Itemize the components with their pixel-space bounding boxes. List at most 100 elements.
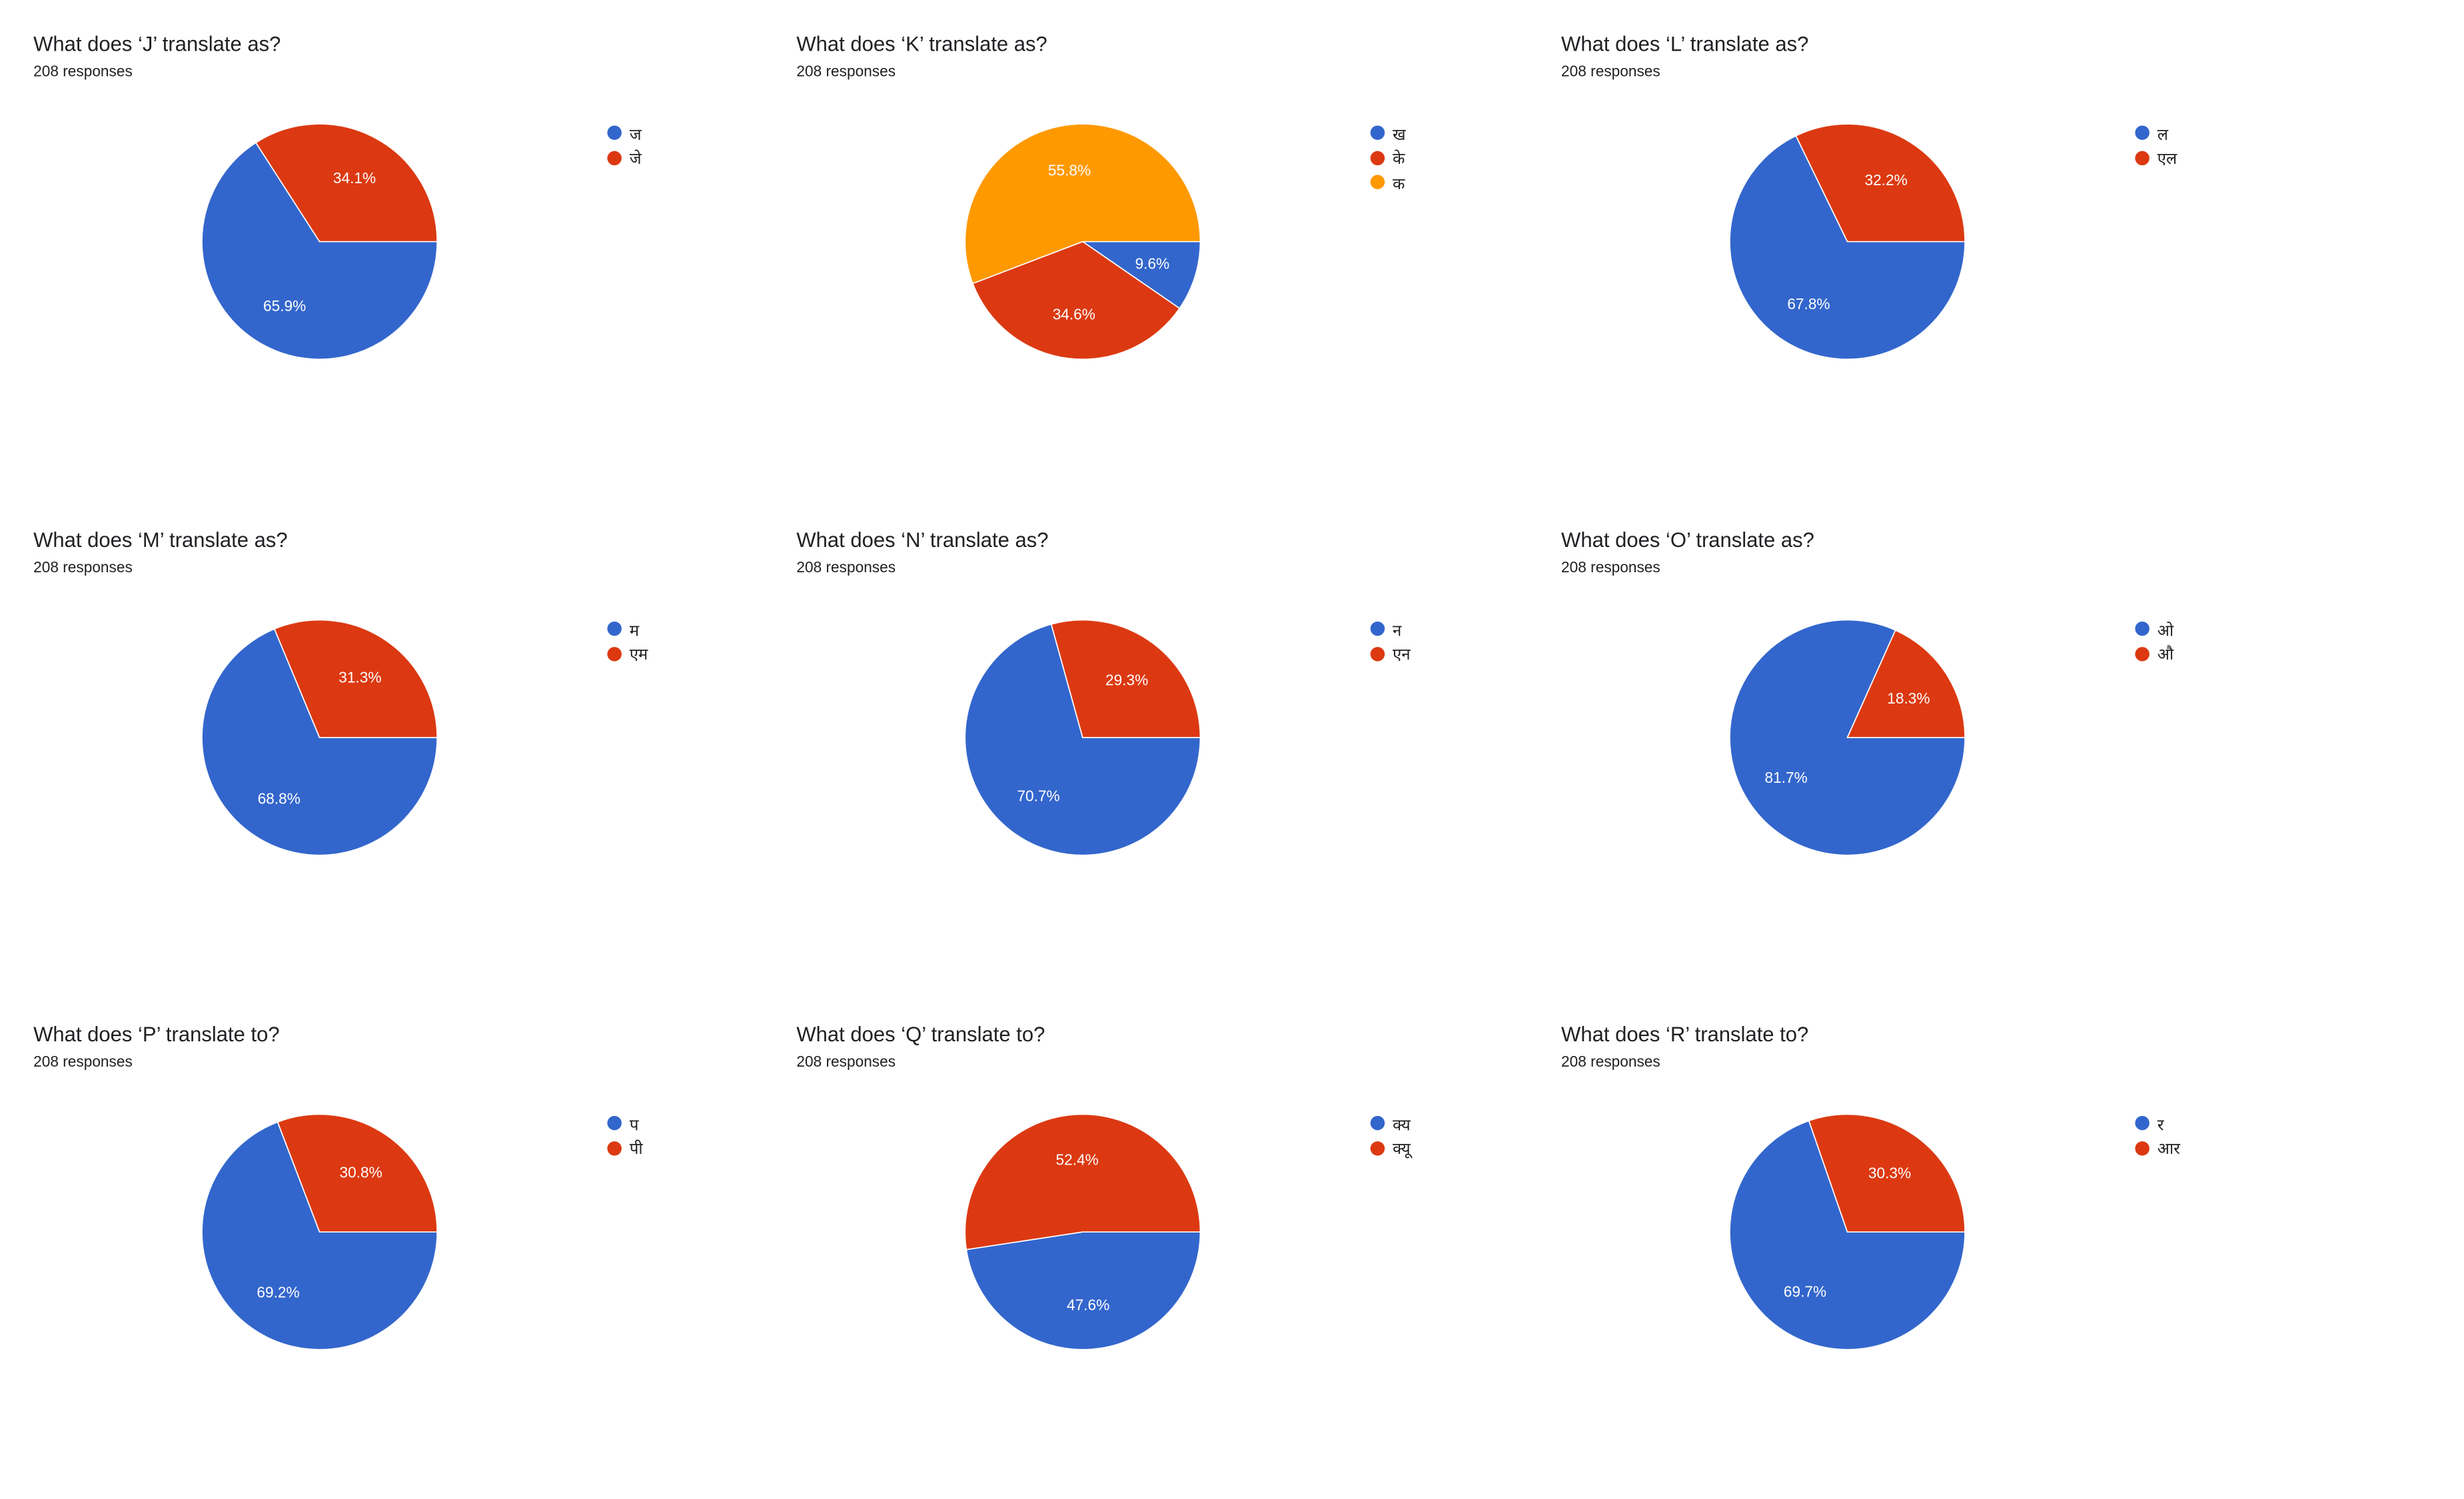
legend-item[interactable]: क्यू [1370,1136,1411,1161]
chart-title: What does ‘L’ translate as? [1561,31,1809,56]
chart-title: What does ‘N’ translate as? [796,528,1049,552]
legend-item[interactable]: न [1370,617,1411,642]
legend-item[interactable]: प [607,1111,642,1136]
pie-chart-card: What does ‘L’ translate as? 208 response… [1561,32,2308,509]
legend-item[interactable]: ल [2135,121,2177,145]
pie-slice[interactable] [273,619,438,738]
legend-item[interactable]: म [607,617,648,642]
legend-dot-icon [1370,622,1385,636]
legend-label: के [1393,151,1405,169]
slice-percent-label: 69.7% [1784,1283,1826,1300]
slice-percent-label: 31.3% [338,668,381,686]
pie-chart-card: What does ‘K’ translate as? 208 response… [796,32,1543,509]
legend-label: क्यू [1393,1141,1411,1159]
pie-slice[interactable] [1729,135,1966,360]
pie-slice[interactable] [964,123,1201,284]
legend-dot-icon [607,646,622,661]
legend-dot-icon [1370,1141,1385,1156]
legend-dot-icon [1370,151,1385,165]
slice-percent-label: 68.8% [258,790,301,807]
pie-chart: 70.7% 29.3% [964,619,1201,856]
legend-item[interactable]: के [1370,145,1406,170]
pie-slice[interactable] [1846,629,1966,738]
legend-label: क्य [1393,1117,1411,1135]
response-count: 208 responses [796,1053,896,1072]
legend-item[interactable]: क्य [1370,1111,1411,1136]
response-count: 208 responses [1561,559,1660,578]
legend-dot-icon [607,151,622,165]
legend-item[interactable]: एम [607,642,648,666]
pie-slice[interactable] [1808,1113,1966,1233]
pie-chart-card: What does ‘R’ translate to? 208 response… [1561,1022,2308,1499]
charts-grid: What does ‘J’ translate as? 208 response… [33,32,2308,1350]
slice-percent-label: 47.6% [1067,1296,1109,1314]
legend-item[interactable]: एल [2135,145,2177,170]
legend-dot-icon [1370,126,1385,141]
pie-chart-card: What does ‘Q’ translate to? 208 response… [796,1022,1543,1499]
pie-slice[interactable] [201,142,438,360]
legend-dot-icon [607,1116,622,1131]
slice-percent-label: 9.6% [1135,255,1170,272]
legend-dot-icon [2135,126,2150,141]
legend: ख के क [1370,121,1406,195]
legend-item[interactable]: आर [2135,1136,2180,1161]
legend: ज जे [607,121,642,170]
pie-chart: 65.9% 34.1% [201,123,438,360]
chart-title: What does ‘P’ translate to? [33,1022,280,1046]
legend-label: एन [1393,647,1411,665]
slice-percent-label: 30.3% [1868,1164,1911,1181]
pie-slice[interactable] [1050,619,1201,738]
legend-dot-icon [1370,175,1385,190]
legend-dot-icon [2135,151,2150,165]
pie-chart: 81.7% 18.3% [1729,619,1966,856]
pie-chart: 9.6% 34.6% 55.8% [964,123,1201,360]
pie-slice[interactable] [201,628,438,856]
legend-label: जे [629,151,642,169]
pie-slice[interactable] [1795,123,1966,243]
legend: न एन [1370,617,1411,666]
pie-slice[interactable] [964,1113,1201,1250]
legend-item[interactable]: र [2135,1111,2180,1136]
legend-item[interactable]: औ [2135,642,2173,666]
pie-slice[interactable] [1729,1120,1966,1350]
legend-dot-icon [1370,1116,1385,1131]
legend-label: प [629,1117,639,1135]
pie-slice[interactable] [201,1121,438,1350]
pie-chart: 67.8% 32.2% [1729,123,1966,360]
legend-item[interactable]: क [1370,170,1406,195]
legend: र आर [2135,1111,2180,1161]
chart-title: What does ‘J’ translate as? [33,31,281,56]
slice-percent-label: 67.8% [1787,295,1830,312]
legend-dot-icon [607,1141,622,1156]
legend-dot-icon [2135,622,2150,636]
legend-label: न [1393,622,1402,640]
pie-slice[interactable] [1081,241,1201,309]
legend-item[interactable]: ख [1370,121,1406,145]
legend-item[interactable]: ओ [2135,617,2173,642]
pie-slice[interactable] [277,1113,438,1233]
response-count: 208 responses [33,1053,133,1072]
legend-item[interactable]: जे [607,145,642,170]
pie-slice[interactable] [971,241,1181,360]
pie-chart: 68.8% 31.3% [201,619,438,856]
pie-chart-card: What does ‘J’ translate as? 208 response… [33,32,780,509]
legend-item[interactable]: ज [607,121,642,145]
response-count: 208 responses [1561,63,1660,81]
legend-label: ओ [2157,622,2174,640]
legend-label: एम [629,647,648,665]
slice-percent-label: 34.1% [333,169,376,187]
legend-item[interactable]: एन [1370,642,1411,666]
pie-slice[interactable] [965,1231,1201,1350]
chart-title: What does ‘K’ translate as? [796,31,1047,56]
legend-label: ख [1393,127,1406,145]
legend-item[interactable]: पी [607,1136,643,1161]
pie-chart: 69.2% 30.8% [201,1113,438,1350]
pie-chart-card: What does ‘O’ translate as? 208 response… [1561,528,2308,1005]
response-count: 208 responses [796,559,896,578]
slice-percent-label: 30.8% [340,1163,382,1181]
pie-slice[interactable] [255,123,438,243]
legend-dot-icon [2135,1141,2150,1156]
slice-percent-label: 69.2% [257,1284,299,1301]
pie-slice[interactable] [964,623,1201,856]
legend: क्य क्यू [1370,1111,1411,1161]
